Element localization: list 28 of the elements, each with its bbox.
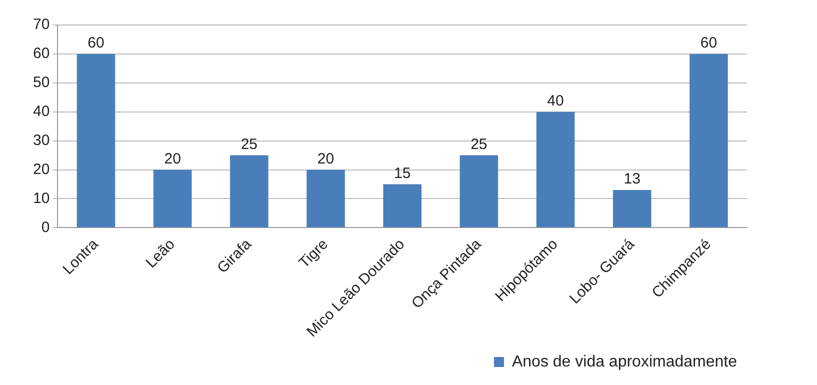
- data-label: 40: [547, 92, 564, 110]
- data-label: 20: [317, 150, 334, 168]
- y-tick-label: 0: [41, 218, 50, 236]
- y-tick-label: 40: [32, 103, 50, 120]
- y-tick-label: 30: [32, 132, 50, 149]
- y-tick-label: 10: [32, 190, 50, 207]
- y-tick-label: 50: [32, 74, 50, 92]
- bar: [76, 54, 116, 228]
- bar: [306, 170, 345, 228]
- bar: [460, 155, 498, 228]
- x-tick-label: Tigre: [296, 236, 332, 272]
- data-label: 25: [240, 136, 258, 153]
- bar: [612, 190, 652, 228]
- bar: [230, 155, 268, 228]
- bar: [536, 112, 575, 228]
- data-label: 25: [470, 136, 488, 153]
- bar: [153, 170, 192, 228]
- bar: [690, 54, 728, 228]
- data-label: 13: [624, 170, 640, 188]
- bar: [383, 184, 422, 228]
- legend-label: Anos de vida aproximadamente: [512, 353, 738, 370]
- y-tick-label: 70: [32, 16, 50, 34]
- data-label: 15: [394, 164, 411, 182]
- data-label: 60: [700, 34, 718, 52]
- data-label: 60: [88, 34, 104, 52]
- data-label: 20: [164, 150, 181, 168]
- y-tick-label: 60: [32, 45, 50, 62]
- y-tick-label: 20: [32, 160, 50, 178]
